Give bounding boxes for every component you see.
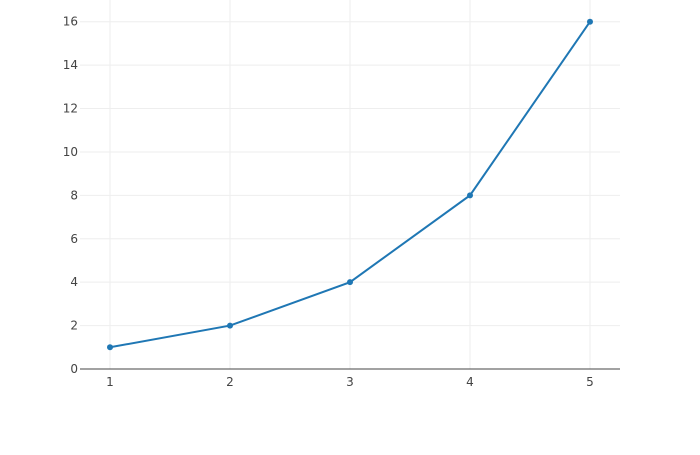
x-tick-label: 3 xyxy=(346,375,354,389)
data-point xyxy=(347,279,353,286)
x-tick-label: 2 xyxy=(226,375,234,389)
x-tick-label: 1 xyxy=(106,375,114,389)
gridlines xyxy=(80,0,620,369)
data-point xyxy=(227,322,233,329)
y-tick-label: 12 xyxy=(63,102,78,116)
y-tick-label: 8 xyxy=(70,188,78,202)
y-tick-label: 2 xyxy=(70,319,78,333)
x-tick-label: 4 xyxy=(466,375,474,389)
data-point xyxy=(587,18,593,25)
y-tick-label: 16 xyxy=(63,15,78,29)
y-tick-label: 14 xyxy=(63,58,78,72)
data-point xyxy=(467,192,473,199)
y-tick-label: 4 xyxy=(70,275,78,289)
y-tick-label: 10 xyxy=(63,145,78,159)
data-point xyxy=(107,344,113,351)
plot-area xyxy=(107,18,593,351)
y-tick-label: 6 xyxy=(70,232,78,246)
x-tick-label: 5 xyxy=(586,375,594,389)
y-tick-label: 0 xyxy=(70,362,78,376)
